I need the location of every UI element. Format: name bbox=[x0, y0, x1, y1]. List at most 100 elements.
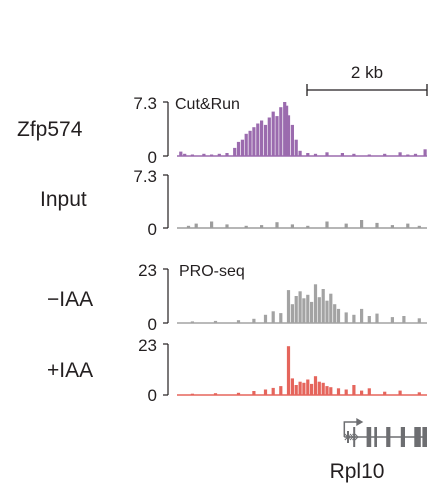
row-label-zfp574: Zfp574 bbox=[17, 118, 83, 141]
signal-bar bbox=[406, 154, 410, 156]
signal-bar bbox=[260, 120, 264, 156]
row-label-input: Input bbox=[40, 188, 87, 211]
signal-bar bbox=[352, 385, 356, 395]
signal-bar bbox=[271, 111, 275, 156]
signal-bar bbox=[294, 385, 298, 395]
signal-bar bbox=[360, 308, 364, 323]
ytick-max-minus-iaa: 23 bbox=[138, 261, 157, 280]
signal-bar bbox=[375, 222, 379, 228]
signal-bar bbox=[340, 153, 344, 156]
signal-bar bbox=[306, 153, 310, 156]
signal-bar bbox=[275, 116, 279, 156]
signal-bar bbox=[279, 386, 283, 395]
signal-bar bbox=[302, 298, 306, 323]
signal-minus-iaa bbox=[163, 268, 427, 324]
gene-exon bbox=[414, 427, 421, 447]
signal-input bbox=[163, 174, 427, 229]
gene-exon bbox=[353, 427, 356, 447]
scale-bar: 2 kb bbox=[306, 63, 428, 96]
signal-bar bbox=[398, 152, 402, 156]
signal-bar bbox=[417, 318, 421, 323]
signal-bar bbox=[252, 127, 256, 156]
signal-bar bbox=[248, 130, 252, 156]
signal-bar bbox=[271, 387, 275, 395]
row-label-minus-iaa: −IAA bbox=[47, 288, 93, 311]
signal-bar bbox=[306, 225, 310, 228]
signal-bar bbox=[298, 291, 302, 323]
gene-model-rpl10: Rpl10 bbox=[330, 418, 427, 483]
signal-bar bbox=[213, 320, 218, 323]
track-title-proseq: PRO-seq bbox=[179, 263, 245, 280]
signal-bar bbox=[190, 154, 194, 156]
signal-bar bbox=[329, 293, 333, 323]
signal-bar bbox=[236, 141, 241, 156]
signal-bar bbox=[313, 376, 318, 395]
signal-bar bbox=[310, 301, 314, 323]
scale-bar-label: 2 kb bbox=[351, 63, 383, 82]
signal-bar bbox=[367, 388, 371, 395]
signal-bar bbox=[244, 225, 248, 228]
signal-bar bbox=[294, 296, 298, 323]
signal-bar bbox=[417, 225, 421, 228]
signal-bar bbox=[194, 223, 198, 228]
signal-bar bbox=[367, 316, 371, 323]
signal-bar bbox=[402, 316, 406, 323]
signal-bar bbox=[383, 153, 387, 156]
signal-bar bbox=[210, 221, 214, 228]
signal-bar bbox=[290, 378, 294, 395]
signal-bar bbox=[236, 320, 241, 323]
signal-bar bbox=[286, 346, 291, 395]
signal-bar bbox=[417, 392, 421, 395]
tss-arrow bbox=[343, 421, 361, 437]
signal-bar bbox=[240, 139, 244, 156]
signal-bar bbox=[290, 124, 294, 156]
signal-bar bbox=[325, 300, 329, 323]
signal-bar bbox=[294, 139, 298, 156]
ytick-min-zfp574: 0 bbox=[148, 148, 157, 167]
row-label-plus-iaa: +IAA bbox=[47, 359, 93, 382]
signal-bar bbox=[336, 308, 341, 323]
signal-bar bbox=[263, 389, 268, 395]
signal-bar bbox=[283, 102, 287, 156]
signal-bar bbox=[244, 133, 248, 156]
signal-bar bbox=[321, 289, 325, 323]
ytick-max-input: 7.3 bbox=[133, 167, 157, 186]
ytick-min-input: 0 bbox=[148, 220, 157, 239]
signal-bar bbox=[383, 391, 387, 395]
track-zfp574: Zfp574 7.3 0 Cut&Run bbox=[17, 94, 427, 167]
ytick-max-zfp574: 7.3 bbox=[133, 94, 157, 113]
signal-bar bbox=[263, 124, 268, 156]
signal-bar bbox=[236, 392, 241, 395]
signal-bar bbox=[344, 389, 348, 395]
signal-bar bbox=[217, 153, 221, 156]
signal-bar bbox=[256, 123, 260, 156]
signal-bar bbox=[313, 153, 318, 156]
track-title-cutrun: Cut&Run bbox=[175, 96, 240, 113]
signal-bar bbox=[360, 390, 364, 395]
signal-bar bbox=[333, 304, 337, 323]
signal-bar bbox=[325, 386, 329, 395]
signal-bar bbox=[286, 115, 291, 156]
signal-bar bbox=[317, 381, 321, 395]
signal-bar bbox=[325, 152, 329, 156]
gene-exon bbox=[347, 431, 349, 443]
signal-bar bbox=[406, 223, 410, 228]
signal-bar bbox=[413, 153, 418, 156]
gene-exon bbox=[422, 427, 427, 447]
signal-bar bbox=[352, 153, 356, 156]
signal-bar bbox=[183, 153, 187, 156]
signal-bar bbox=[233, 147, 237, 156]
signal-bar bbox=[186, 225, 191, 228]
signal-bar bbox=[279, 107, 283, 156]
signal-bar bbox=[267, 117, 271, 156]
signal-bar bbox=[313, 284, 318, 323]
signal-bar bbox=[225, 153, 229, 156]
signal-bar bbox=[390, 317, 394, 323]
signal-bar bbox=[344, 312, 348, 323]
signal-bar bbox=[252, 318, 256, 323]
signal-bar bbox=[298, 150, 302, 156]
gene-exon bbox=[400, 427, 405, 447]
gene-exon bbox=[386, 427, 391, 447]
signal-bar bbox=[285, 105, 289, 156]
signal-bar bbox=[275, 222, 279, 228]
